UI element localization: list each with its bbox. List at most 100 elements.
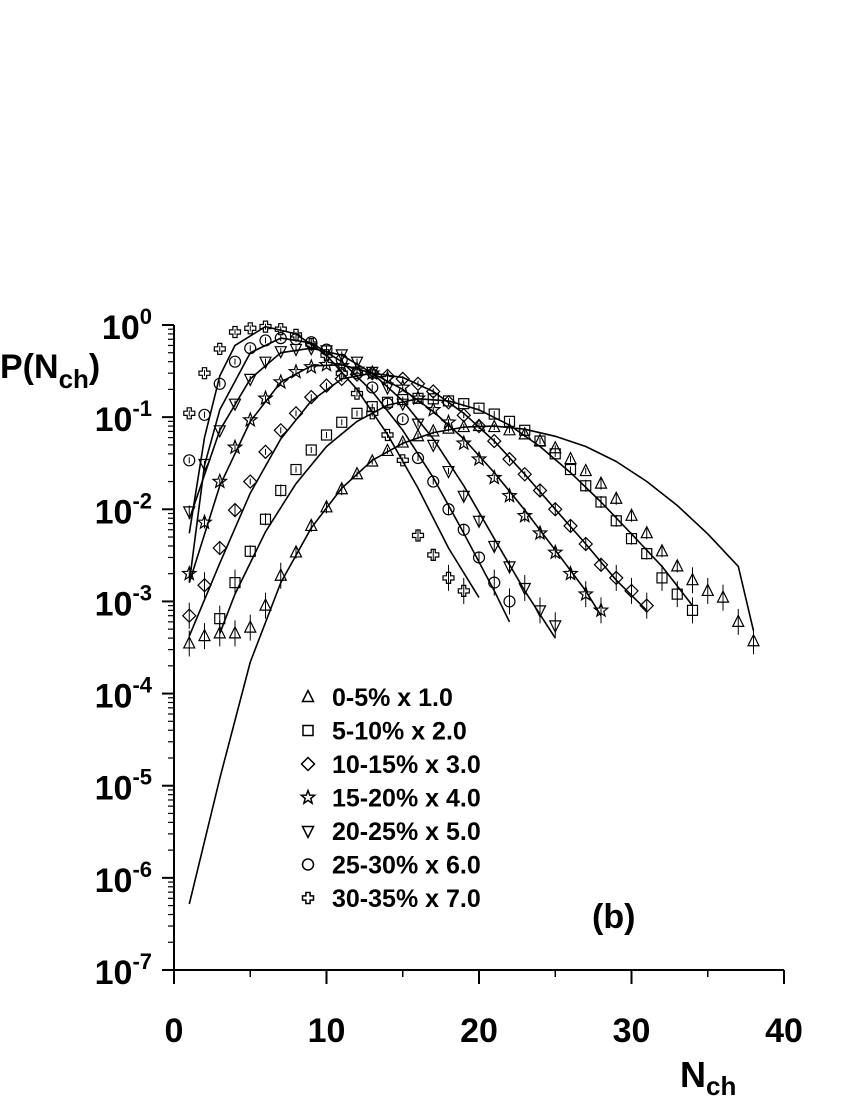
data-point: [396, 454, 409, 467]
data-point: [442, 465, 455, 479]
data-point: [472, 418, 486, 432]
data-point: [411, 428, 425, 442]
data-point: [501, 487, 518, 503]
legend-label: 15-20% x 4.0: [332, 785, 481, 813]
data-point: [427, 475, 440, 488]
legend-marker: [300, 756, 316, 772]
legend-label: 0-5% x 1.0: [332, 684, 453, 712]
data-point: [381, 382, 394, 396]
data-point: [518, 426, 532, 440]
data-point: [318, 356, 335, 372]
data-point: [288, 405, 304, 421]
data-point: [272, 373, 290, 390]
legend-marker: [301, 825, 315, 840]
data-point: [424, 401, 442, 417]
data-point: [305, 338, 318, 351]
data-point: [198, 408, 211, 421]
series-6: [183, 332, 516, 615]
data-point: [610, 515, 622, 527]
data-point: [213, 425, 227, 439]
data-point: [457, 419, 471, 433]
data-point: [486, 433, 502, 449]
data-point: [548, 620, 562, 634]
data-points: [180, 320, 760, 657]
data-point: [365, 453, 379, 467]
data-point: [228, 625, 242, 639]
x-tick-label: 10: [308, 1012, 346, 1050]
data-point: [363, 364, 381, 381]
data-point: [226, 438, 244, 455]
data-point: [592, 601, 610, 618]
legend-label: 30-35% x 7.0: [332, 885, 481, 913]
data-point: [470, 450, 488, 467]
data-point: [213, 342, 226, 355]
data-point: [457, 523, 470, 536]
data-point: [320, 429, 333, 441]
data-point: [457, 490, 471, 504]
data-point: [396, 434, 410, 448]
data-point: [686, 604, 699, 616]
y-tick-label: 10-5: [95, 765, 152, 808]
data-point: [411, 529, 425, 542]
data-point: [579, 463, 593, 477]
data-point: [335, 481, 349, 495]
data-point: [241, 411, 259, 428]
data-point: [396, 413, 409, 426]
data-point: [641, 548, 653, 560]
data-point: [242, 474, 258, 489]
data-point: [335, 367, 348, 380]
data-point: [350, 387, 364, 400]
data-point: [274, 567, 288, 581]
data-point: [472, 551, 486, 564]
data-point: [320, 349, 333, 362]
data-point: [426, 423, 440, 437]
data-point: [595, 496, 607, 508]
data-point: [181, 608, 197, 624]
legend-marker: [299, 788, 317, 805]
axes: 0 10 20 30 40 100 10-1 10-2 10-3 10-4 10-5 10-6 10-7: [95, 304, 803, 1050]
x-axis-title-base: N: [680, 1054, 706, 1095]
data-point: [441, 394, 456, 410]
data-point: [564, 451, 577, 465]
y-axis-title: P(Nch): [0, 348, 100, 394]
data-point: [488, 408, 500, 420]
data-point: [274, 346, 288, 360]
data-point: [243, 619, 257, 633]
data-point: [333, 357, 351, 373]
y-tick-label: 10-2: [95, 488, 152, 531]
data-point: [275, 484, 287, 497]
data-point: [747, 633, 760, 647]
data-point: [334, 371, 350, 387]
y-tick-label: 10-6: [95, 857, 152, 900]
data-point: [305, 444, 317, 456]
data-point: [335, 353, 348, 366]
data-point: [503, 422, 516, 436]
data-point: [213, 625, 227, 639]
data-point: [656, 572, 668, 584]
data-point: [640, 525, 654, 539]
data-point: [488, 576, 501, 589]
data-point: [180, 565, 198, 581]
data-point: [547, 501, 563, 517]
data-point: [259, 320, 272, 333]
data-point: [290, 463, 302, 476]
data-point: [182, 635, 196, 649]
data-point: [549, 448, 561, 460]
data-point: [258, 444, 273, 460]
data-point: [274, 323, 287, 336]
data-point: [320, 345, 333, 359]
data-point: [518, 582, 532, 596]
y-tick-label: 10-7: [95, 949, 152, 992]
data-point: [320, 499, 333, 513]
data-point: [350, 356, 364, 370]
data-point: [456, 407, 472, 423]
data-point: [381, 443, 394, 457]
data-point: [244, 342, 257, 355]
data-point: [243, 373, 257, 387]
data-point: [197, 577, 212, 593]
data-point: [228, 398, 242, 412]
data-point: [534, 435, 546, 447]
data-point: [274, 332, 287, 345]
data-point: [196, 513, 213, 530]
